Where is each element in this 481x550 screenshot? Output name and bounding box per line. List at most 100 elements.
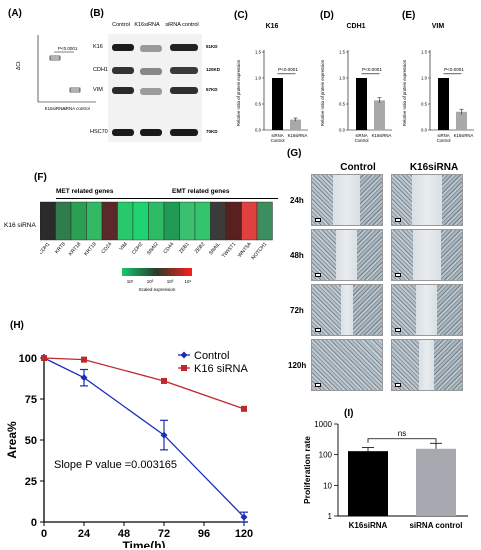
panel-c-pvalue: P<0.0001 bbox=[278, 67, 298, 72]
panel-d-label: (D) bbox=[320, 10, 334, 21]
panel-e-cat-0b: Control bbox=[437, 138, 451, 143]
panel-h-legend-label-0: Control bbox=[194, 350, 229, 362]
panel-e-ytick-0: 0.0 bbox=[421, 128, 428, 133]
heatmap-gene-cd44: CD44 bbox=[162, 241, 175, 255]
panel-i-bar-0 bbox=[348, 451, 388, 516]
panel-e-ytick-2: 1.0 bbox=[421, 76, 428, 81]
panel-i-ytick-1: 10 bbox=[323, 481, 332, 490]
heatmap-gene-krt19: KRT19 bbox=[83, 241, 98, 257]
heatmap-cell-twist1 bbox=[225, 201, 242, 241]
panel-h-point-1-3 bbox=[241, 405, 247, 412]
heatmap-cell-snail bbox=[210, 201, 227, 241]
panel-h-legend-marker-1 bbox=[181, 365, 187, 371]
panel-a-cat-0: K16siRNA bbox=[45, 106, 66, 111]
panel-c-ytick-3: 1.5 bbox=[255, 50, 262, 55]
panel-a-pvalue: P<0.0001 bbox=[58, 46, 78, 51]
scratch-image-control-72h bbox=[311, 284, 383, 336]
heatmap-cell-zeb2 bbox=[194, 201, 211, 241]
panel-i-sig: ns bbox=[398, 429, 406, 438]
panel-d-title: CDH1 bbox=[346, 23, 365, 30]
heatmap-cell-cdh1 bbox=[40, 201, 56, 241]
panel-h-point-1-0 bbox=[41, 355, 47, 361]
scratch-row-48h: 48h bbox=[290, 251, 304, 260]
panel-c-ytick-0: 0.0 bbox=[255, 128, 262, 133]
heatmap-gene-cd24: CD24 bbox=[100, 241, 113, 255]
panel-a-ylabel: ΔCt bbox=[16, 61, 22, 70]
scratch-image-k16-48h bbox=[391, 229, 463, 281]
panel-g-label: (G) bbox=[287, 148, 302, 159]
wb-row-label-vim: VIM bbox=[93, 87, 103, 93]
panel-h-line-0 bbox=[43, 357, 245, 518]
heatmap-cell-notch1 bbox=[256, 201, 273, 241]
panel-d-ytick-0: 0.0 bbox=[339, 128, 346, 133]
panel-i-sig-bracket bbox=[367, 438, 437, 443]
panel-c-label: (C) bbox=[234, 10, 248, 21]
heatmap-cell-snai2 bbox=[148, 201, 165, 241]
heatmap-gene-twist1: TWIST1 bbox=[221, 241, 238, 259]
panel-h-xtick-3: 72 bbox=[158, 528, 170, 540]
scratch-col-control: Control bbox=[340, 162, 376, 173]
panel-e-ylabel: Relative ratio of protein expression bbox=[402, 59, 407, 126]
panel-d-bar-1 bbox=[374, 100, 385, 130]
panel-e-ytick-1: 0.5 bbox=[421, 102, 428, 107]
panel-b-label: (B) bbox=[90, 8, 104, 19]
scratch-image-control-120h bbox=[311, 339, 383, 391]
heatmap-row-label: K16 siRNA bbox=[4, 222, 36, 229]
wb-size-hsc70: 70KD bbox=[206, 129, 218, 134]
heatmap-gene-vim: VIM bbox=[118, 241, 128, 252]
wb-row-label-cdh1: CDH1 bbox=[93, 67, 108, 73]
panel-h-ytick-2: 50 bbox=[25, 435, 37, 447]
heatmap-cell-cdh2 bbox=[132, 201, 149, 241]
panel-h-point-0-3 bbox=[240, 513, 248, 521]
panel-h-xtick-5: 120 bbox=[235, 528, 253, 540]
scratch-row-24h: 24h bbox=[290, 196, 304, 205]
panel-d-cat-0b: Control bbox=[355, 138, 369, 143]
panel-c-bar-1 bbox=[290, 119, 301, 130]
panel-f-label: (F) bbox=[34, 172, 47, 183]
panel-e-title: VIM bbox=[432, 23, 445, 30]
wb-header-sirna-control: siRNA control bbox=[165, 22, 199, 28]
scratch-image-control-24h bbox=[311, 174, 383, 226]
western-blot-image bbox=[108, 34, 202, 142]
panel-i-label: (I) bbox=[344, 408, 354, 419]
wb-header-control: Control bbox=[112, 22, 130, 28]
panel-c-title: K16 bbox=[266, 23, 279, 30]
heatmap-legend: 10¹ 10² 10³ 10⁴ Scaled expression bbox=[122, 268, 192, 292]
scratch-image-k16-120h bbox=[391, 339, 463, 391]
panel-d-ytick-1: 0.5 bbox=[339, 102, 346, 107]
heatmap-cell-krt19 bbox=[86, 201, 103, 241]
panel-h-xtick-2: 48 bbox=[118, 528, 130, 540]
wb-size-k16: 51KD bbox=[206, 44, 218, 49]
legend-tick-0: 10¹ bbox=[127, 279, 134, 284]
wb-size-cdh1: 120KD bbox=[206, 67, 221, 72]
panel-c-ytick-2: 1.0 bbox=[255, 76, 262, 81]
panel-d-ylabel: Relative ratio of protein expression bbox=[320, 59, 325, 126]
panel-e-pvalue: P<0.0001 bbox=[444, 67, 464, 72]
panel-c-chart: K16 Relative ratio of protein expression 0… bbox=[236, 23, 308, 143]
heatmap-gene-zeb2: ZEB2 bbox=[194, 241, 207, 255]
heatmap-gene-notch1: NOTCH1 bbox=[250, 241, 268, 261]
panel-e-bar-0 bbox=[438, 78, 449, 130]
panel-i-ytick-2: 100 bbox=[319, 451, 333, 460]
panel-h-point-1-1 bbox=[81, 356, 87, 363]
panel-a-chart: ΔCt P<0.0001 K16siRNA siRNA control bbox=[16, 35, 96, 111]
panel-c-cat-0a: siRNA bbox=[271, 133, 283, 138]
panel-h-xtick-0: 0 bbox=[41, 528, 47, 540]
panel-h-ytick-3: 75 bbox=[25, 394, 37, 406]
panel-a-label: (A) bbox=[8, 8, 22, 19]
heatmap-gene-krt18: KRT18 bbox=[68, 241, 83, 257]
scratch-image-k16-72h bbox=[391, 284, 463, 336]
panel-h-label: (H) bbox=[10, 320, 24, 331]
heatmap-cell-wnt5a bbox=[241, 201, 258, 241]
panel-h-line-1 bbox=[43, 357, 245, 410]
heatmap-cell-vim bbox=[117, 201, 134, 241]
panel-i-cat-1: siRNA control bbox=[409, 521, 462, 530]
heatmap-cell-krt18 bbox=[70, 201, 87, 241]
panel-d-bar-0 bbox=[356, 78, 367, 130]
wb-row-label-hsc70: HSC70 bbox=[90, 129, 108, 135]
scratch-col-k16sirna: K16siRNA bbox=[409, 162, 459, 173]
scratch-row-72h: 72h bbox=[290, 306, 304, 315]
heatmap-cell-cd24 bbox=[101, 201, 118, 241]
legend-tick-3: 10⁴ bbox=[185, 279, 192, 284]
panel-h-xtick-1: 24 bbox=[78, 528, 91, 540]
